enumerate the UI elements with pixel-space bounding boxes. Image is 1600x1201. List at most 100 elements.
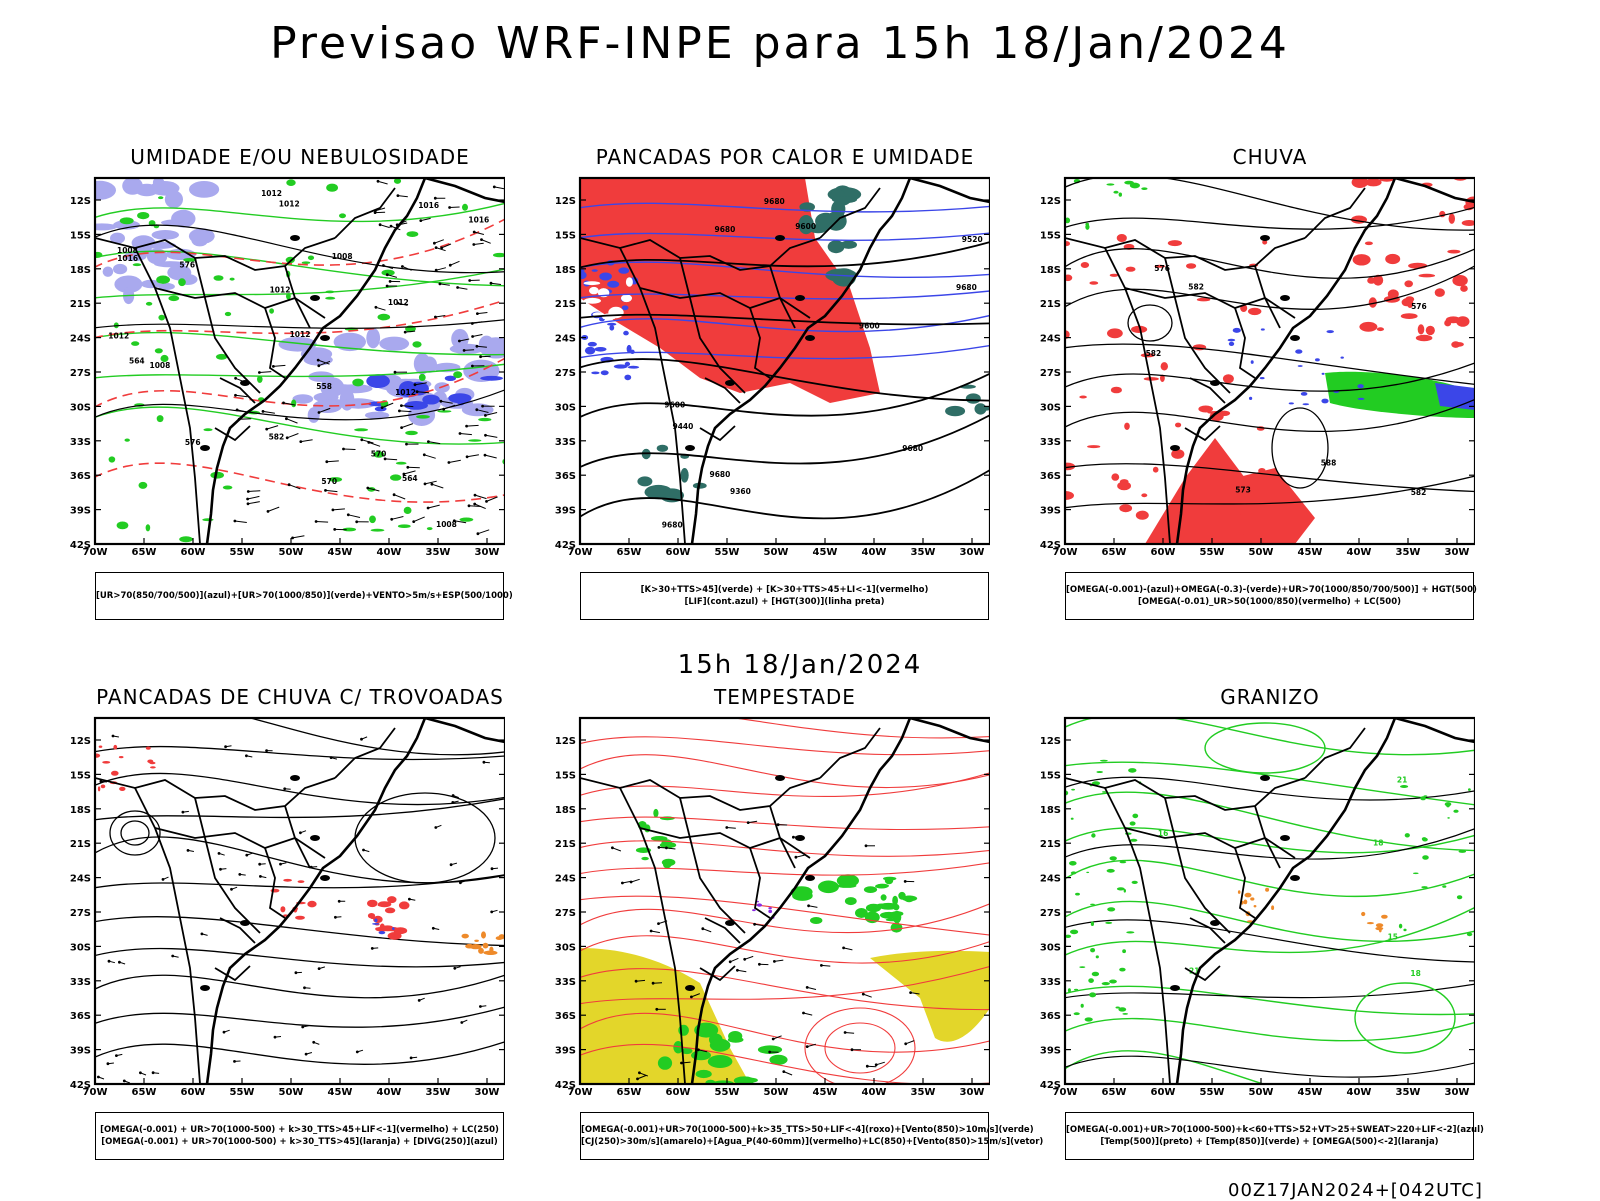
lat-tick-label: 21S (70, 839, 91, 850)
contour-label: 9680 (764, 197, 785, 206)
lat-tick-label: 24S (70, 874, 91, 885)
lat-tick-label: 18S (555, 805, 576, 816)
lat-tick-label: 15S (555, 770, 576, 781)
lon-tick-label: 70W (1053, 547, 1078, 558)
lon-tick-label: 60W (181, 547, 206, 558)
lon-tick-label: 35W (1396, 1087, 1421, 1098)
contour-label: 588 (1321, 459, 1337, 468)
lat-tick-label: 39S (70, 506, 91, 517)
lat-tick-label: 15S (1040, 230, 1061, 241)
lon-tick-label: 40W (377, 547, 402, 558)
lat-tick-label: 33S (70, 977, 91, 988)
mid-date: 15h 18/Jan/2024 (600, 650, 1000, 680)
lon-tick-label: 30W (1445, 1087, 1470, 1098)
contour-label: 1008 (332, 252, 353, 261)
lat-tick-label: 24S (1040, 334, 1061, 345)
legend-line: [LIF](cont.azul) + [HGT(300)](linha pret… (581, 596, 988, 608)
lat-tick-label: 27S (1040, 368, 1061, 379)
lat-tick-label: 33S (555, 977, 576, 988)
lat-tick-label: 27S (70, 368, 91, 379)
lat-tick-label: 36S (70, 1011, 91, 1022)
lon-tick-label: 40W (1347, 1087, 1372, 1098)
main-title: Previsao WRF-INPE para 15h 18/Jan/2024 (0, 18, 1560, 69)
lon-tick-label: 70W (83, 1087, 108, 1098)
lat-tick-label: 18S (1040, 265, 1061, 276)
lon-tick-label: 65W (132, 1087, 157, 1098)
legend-line: [OMEGA(-0.001)+UR>70(1000-500)+k<60+TTS>… (1066, 1124, 1473, 1136)
panel-legend: [K>30+TTS>45](verde) + [K>30+TTS>45+LI<-… (580, 572, 989, 620)
lat-tick-label: 27S (555, 368, 576, 379)
lat-tick-label: 18S (70, 265, 91, 276)
lon-tick-label: 55W (230, 1087, 255, 1098)
lon-tick-label: 45W (328, 1087, 353, 1098)
panel-legend: [UR>70(850/700/500)](azul)+[UR>70(1000/8… (95, 572, 504, 620)
lon-tick-label: 35W (911, 547, 936, 558)
lon-tick-label: 65W (1102, 1087, 1127, 1098)
lat-tick-label: 21S (555, 839, 576, 850)
lat-tick-label: 33S (70, 437, 91, 448)
lat-tick-label: 39S (1040, 506, 1061, 517)
legend-line: [OMEGA(-0.001)-(azul)+OMEGA(-0.3)-(verde… (1066, 584, 1473, 596)
contour-label: 1012 (388, 298, 409, 307)
lon-tick-label: 70W (1053, 1087, 1078, 1098)
lat-tick-label: 36S (1040, 471, 1061, 482)
lat-tick-label: 12S (555, 736, 576, 747)
legend-line: [OMEGA(-0.001) + UR>70(1000-500) + k>30_… (96, 1136, 503, 1148)
lat-tick-label: 30S (555, 402, 576, 413)
lon-tick-label: 35W (1396, 547, 1421, 558)
contour-label: 9680 (902, 444, 923, 453)
lat-tick-label: 12S (70, 196, 91, 207)
lat-tick-label: 21S (1040, 839, 1061, 850)
contour-label: 21 (1397, 776, 1407, 785)
contour-label: 9680 (715, 225, 736, 234)
legend-line: [Temp(500)](preto) + [Temp(850)](verde) … (1066, 1136, 1473, 1148)
lat-tick-label: 24S (70, 334, 91, 345)
contour-label: 1016 (117, 254, 138, 263)
lat-tick-label: 27S (70, 908, 91, 919)
lon-tick-label: 30W (960, 1087, 985, 1098)
lon-tick-label: 55W (1200, 1087, 1225, 1098)
contour-label: 9360 (730, 487, 751, 496)
lat-tick-label: 12S (1040, 196, 1061, 207)
contour-label: 576 (179, 260, 195, 269)
lon-tick-label: 35W (911, 1087, 936, 1098)
lon-tick-label: 50W (279, 547, 304, 558)
lon-tick-label: 60W (1151, 1087, 1176, 1098)
lon-tick-label: 70W (83, 547, 108, 558)
panel-title: UMIDADE E/OU NEBULOSIDADE (65, 145, 535, 169)
lon-tick-label: 30W (475, 547, 500, 558)
lat-tick-label: 18S (70, 805, 91, 816)
lat-tick-label: 24S (555, 334, 576, 345)
contour-label: 18 (1410, 969, 1420, 978)
map-pancadas: 9680968096809680968096009600960095209440… (520, 170, 990, 560)
lat-tick-label: 15S (70, 770, 91, 781)
contour-label: 18 (1373, 839, 1383, 848)
lat-tick-label: 30S (70, 402, 91, 413)
lat-tick-label: 30S (1040, 402, 1061, 413)
lat-tick-label: 24S (555, 874, 576, 885)
lat-tick-label: 30S (1040, 942, 1061, 953)
panel-legend: [OMEGA(-0.001)+UR>70(1000-500)+k>35_TTS>… (580, 1112, 989, 1160)
lon-tick-label: 55W (1200, 547, 1225, 558)
lat-tick-label: 33S (1040, 977, 1061, 988)
panel-title: PANCADAS DE CHUVA C/ TROVOADAS (65, 685, 535, 709)
lat-tick-label: 39S (555, 506, 576, 517)
contour-label: 564 (129, 356, 145, 365)
lon-tick-label: 45W (1298, 1087, 1323, 1098)
map-granizo: 18211615182112S15S18S21S24S27S30S33S36S3… (1005, 710, 1475, 1100)
contour-label: 1012 (270, 285, 291, 294)
lon-tick-label: 55W (230, 547, 255, 558)
contour-label: 1012 (395, 388, 416, 397)
contour-label: 9600 (859, 322, 880, 331)
contour-label: 9600 (795, 222, 816, 231)
legend-line: [UR>70(850/700/500)](azul)+[UR>70(1000/8… (96, 590, 503, 602)
lon-tick-label: 30W (475, 1087, 500, 1098)
lon-tick-label: 65W (132, 547, 157, 558)
contour-label: 576 (1411, 302, 1427, 311)
footer-code: 00Z17JAN2024+[042UTC] (1228, 1180, 1483, 1201)
